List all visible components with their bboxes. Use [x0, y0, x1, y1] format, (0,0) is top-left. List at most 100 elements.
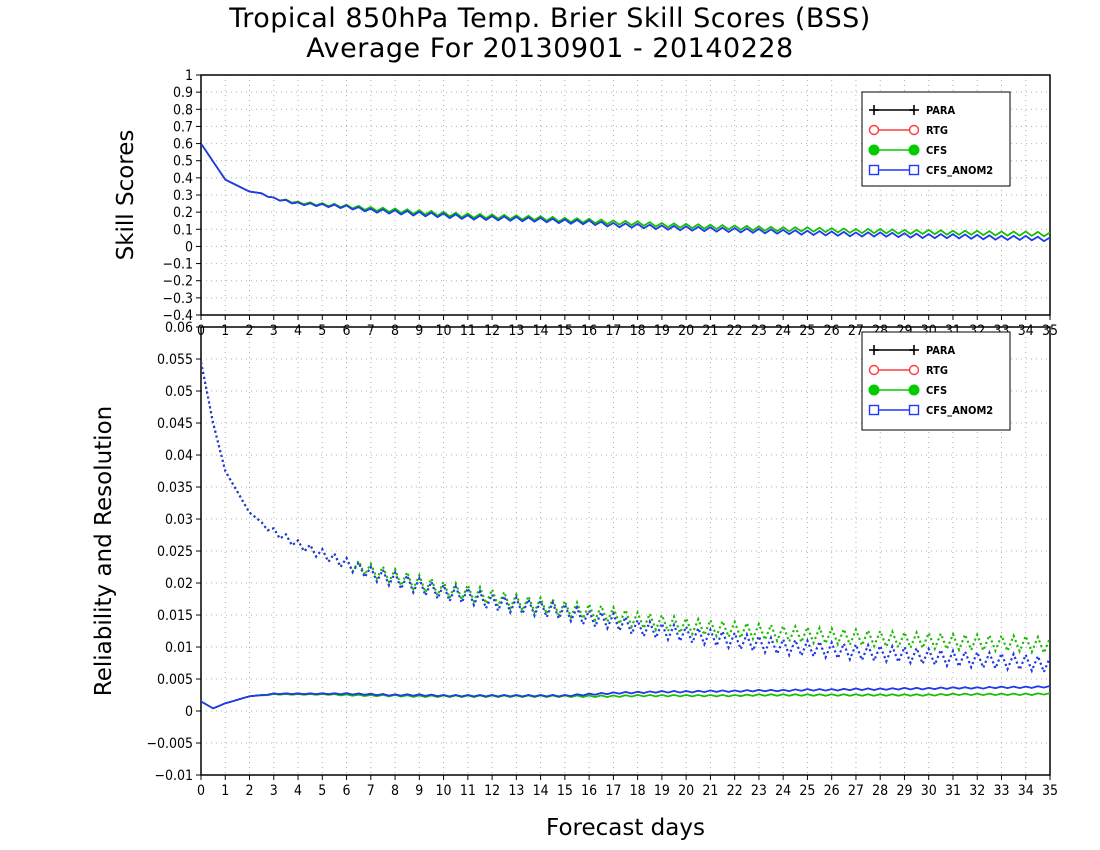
x-tick-label: 24 [775, 783, 791, 799]
y-tick-label: 0.5 [173, 154, 193, 170]
y-tick-label: 0.2 [173, 205, 193, 221]
legend-label: RTG [926, 364, 948, 377]
x-tick-label: 3 [270, 323, 278, 339]
y-tick-label: 0.035 [157, 480, 193, 496]
y-tick-label: 0.01 [165, 640, 193, 656]
legend-marker [908, 384, 920, 396]
legend-label: PARA [926, 104, 956, 117]
x-tick-label: 14 [533, 323, 549, 339]
y-tick-label: 0.025 [157, 544, 193, 560]
x-axis-label: Forecast days [546, 815, 705, 841]
y-tick-label: 0 [185, 239, 193, 255]
x-tick-label: 25 [799, 783, 815, 799]
x-tick-label: 7 [367, 323, 375, 339]
series-group [201, 143, 1050, 243]
x-tick-label: 0 [197, 783, 205, 799]
x-tick-label: 26 [824, 323, 840, 339]
x-tick-label: 19 [654, 783, 670, 799]
x-tick-label: 22 [727, 783, 743, 799]
series-group [201, 362, 1050, 710]
y-tick-label: 0 [185, 704, 193, 720]
x-tick-label: 13 [508, 783, 524, 799]
x-tick-label: 16 [581, 783, 597, 799]
x-tick-label: 14 [533, 783, 549, 799]
x-tick-label: 17 [605, 783, 621, 799]
x-tick-label: 35 [1042, 783, 1058, 799]
x-tick-label: 34 [1018, 783, 1034, 799]
x-tick-label: 20 [678, 323, 694, 339]
x-tick-label: 16 [581, 323, 597, 339]
y-tick-label: 0.3 [173, 188, 193, 204]
y-tick-label: 0.055 [157, 352, 193, 368]
legend-label: CFS_ANOM2 [926, 404, 993, 417]
series-line-cfs_anom2 [201, 685, 1050, 710]
x-tick-label: 27 [848, 783, 864, 799]
legend-label: RTG [926, 124, 948, 137]
y-tick-label: 0.045 [157, 416, 193, 432]
x-tick-label: 13 [508, 323, 524, 339]
x-tick-label: 10 [436, 323, 452, 339]
legend-marker [908, 364, 920, 376]
x-tick-label: 6 [343, 783, 351, 799]
x-tick-label: 11 [460, 323, 476, 339]
x-tick-label: 15 [557, 323, 573, 339]
x-tick-label: 1 [221, 323, 229, 339]
legend-marker [868, 144, 880, 156]
x-tick-label: 20 [678, 783, 694, 799]
y-tick-label: 1 [185, 68, 193, 84]
series-line-cfs_anom2 [201, 143, 1050, 243]
x-tick-label: 33 [993, 783, 1009, 799]
skill-scores-panel: −0.4−0.3−0.2−0.100.10.20.30.40.50.60.70.… [113, 68, 1058, 339]
y-tick-label: 0.015 [157, 608, 193, 624]
x-tick-label: 12 [484, 783, 500, 799]
x-tick-label: 15 [557, 783, 573, 799]
x-tick-label: 5 [318, 783, 326, 799]
x-tick-label: 30 [921, 783, 937, 799]
x-tick-label: 31 [945, 783, 961, 799]
y-tick-label: 0.8 [173, 102, 193, 118]
legend-label: PARA [926, 344, 956, 357]
y-axis-label: Skill Scores [113, 130, 139, 261]
x-tick-label: 24 [775, 323, 791, 339]
y-tick-label: 0.005 [157, 672, 193, 688]
x-tick-label: 21 [702, 323, 718, 339]
x-tick-label: 21 [702, 783, 718, 799]
x-tick-label: 2 [246, 783, 254, 799]
x-tick-label: 8 [391, 323, 399, 339]
legend-marker [868, 164, 880, 176]
legend-marker [868, 124, 880, 136]
chart-subtitle: Average For 20130901 - 20140228 [306, 33, 794, 64]
y-tick-label: −0.01 [154, 768, 193, 784]
reliability-resolution-panel: −0.01 −0.005 0 0.005 0.01 0.015 0.02 0.025 0.03 0… [91, 320, 1058, 841]
y-tick-label: −0.1 [162, 257, 193, 273]
x-tick-label: 6 [343, 323, 351, 339]
y-tick-label: 0.05 [165, 384, 193, 400]
x-tick-label: 17 [605, 323, 621, 339]
x-tick-label: 25 [799, 323, 815, 339]
legend-marker [908, 404, 920, 416]
x-tick-label: 11 [460, 783, 476, 799]
series-line-cfs [201, 143, 1050, 238]
x-tick-label: 18 [630, 323, 646, 339]
x-tick-label: 23 [751, 323, 767, 339]
y-tick-label: 0.7 [173, 119, 193, 135]
x-tick-label: 9 [415, 783, 423, 799]
x-tick-label: 8 [391, 783, 399, 799]
y-tick-label: 0.04 [165, 448, 193, 464]
y-tick-label: −0.3 [162, 291, 193, 307]
x-tick-label: 18 [630, 783, 646, 799]
y-tick-label: 0.02 [165, 576, 193, 592]
x-tick-label: 1 [221, 783, 229, 799]
legend: PARA RTG CFS CFS_ANOM2 [861, 331, 1011, 431]
x-tick-label: 34 [1018, 323, 1034, 339]
series-line-cfs [201, 692, 1050, 710]
x-tick-label: 7 [367, 783, 375, 799]
x-tick-label: 19 [654, 323, 670, 339]
y-tick-label: 0.6 [173, 137, 193, 153]
x-tick-label: 26 [824, 783, 840, 799]
x-tick-label: 29 [896, 783, 912, 799]
legend-box [861, 331, 1011, 431]
x-tick-label: 2 [246, 323, 254, 339]
legend-marker [868, 404, 880, 416]
